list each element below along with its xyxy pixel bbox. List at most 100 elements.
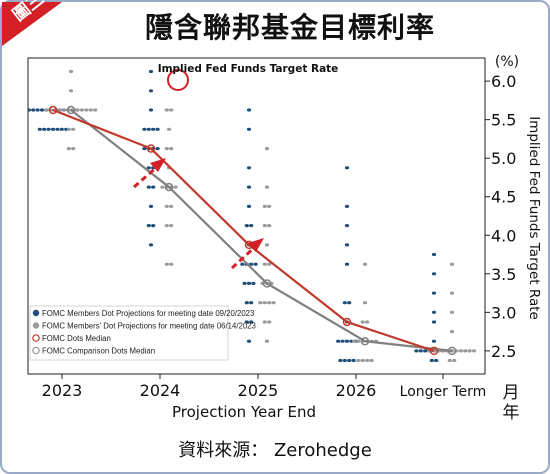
x-unit: 月年 [503, 383, 520, 423]
dot-sep-2023 [244, 301, 249, 305]
legend-entry: FOMC Dots Median [42, 334, 111, 343]
dot-sep-2023 [249, 320, 254, 324]
dot-jun-2023 [362, 262, 368, 266]
legend-marker [32, 309, 40, 317]
y-axis-label: Implied Fed Funds Target Rate [526, 116, 542, 320]
dot-jun-2023 [267, 320, 272, 324]
dot-jun-2023 [164, 147, 169, 151]
dot-sep-2023 [342, 358, 347, 363]
dot-jun-2023 [369, 358, 374, 363]
dot-jun-2023 [169, 204, 174, 208]
dot-jun-2023 [351, 339, 357, 343]
shift-arrowhead-2024 [150, 158, 166, 172]
legend-entry: FOMC Members' Dot Projections for meetin… [42, 322, 256, 331]
dot-sep-2023 [244, 320, 249, 324]
dot-jun-2023 [452, 358, 457, 363]
legend-entry: FOMC Comparison Dots Median [42, 347, 155, 356]
dot-sep-2023 [351, 358, 356, 363]
dot-jun-2023 [365, 358, 370, 363]
dot-sep-2023 [344, 243, 350, 247]
dot-jun-2023 [360, 320, 365, 324]
dot-jun-2023 [356, 339, 361, 343]
legend-marker [32, 346, 40, 355]
dot-sep-2023 [246, 108, 252, 112]
dot-jun-2023 [449, 310, 455, 314]
dot-sep-2023 [55, 127, 60, 131]
comparison-median-line [70, 109, 453, 352]
dot-jun-2023 [449, 262, 455, 266]
dot-jun-2023 [258, 301, 263, 305]
dot-jun-2023 [75, 108, 80, 112]
dot-sep-2023 [418, 349, 423, 353]
dot-jun-2023 [262, 262, 267, 266]
comparison-median-point [360, 336, 370, 346]
y-tick-label: 2.5 [491, 342, 516, 361]
dot-sep-2023 [148, 89, 154, 93]
dot-sep-2023 [240, 262, 245, 266]
dot-sep-2023 [142, 127, 147, 131]
dot-sep-2023 [246, 339, 252, 343]
dot-sep-2023 [429, 358, 434, 363]
comparison-median-point [447, 346, 457, 356]
dot-jun-2023 [84, 108, 89, 112]
dot-jun-2023 [164, 108, 169, 112]
y-tick-label: 5.5 [491, 111, 516, 130]
dot-jun-2023 [365, 320, 370, 324]
dot-jun-2023 [467, 349, 472, 353]
dot-sep-2023 [431, 272, 437, 276]
y-unit: (%) [495, 54, 519, 70]
dot-jun-2023 [173, 185, 178, 189]
dot-sep-2023 [146, 224, 151, 228]
dot-sep-2023 [35, 108, 40, 112]
dot-jun-2023 [262, 224, 267, 228]
dot-sep-2023 [344, 166, 350, 170]
dot-jun-2023 [264, 339, 270, 343]
x-tick-label: 2025 [238, 381, 279, 400]
dot-sep-2023 [246, 281, 252, 285]
y-tick-label: 4.0 [491, 226, 516, 245]
dot-jun-2023 [463, 349, 468, 353]
dot-sep-2023 [434, 358, 439, 363]
dot-jun-2023 [88, 108, 93, 112]
dot-sep-2023 [414, 349, 419, 353]
dot-jun-2023 [71, 147, 76, 151]
dot-sep-2023 [347, 301, 352, 305]
dot-sep-2023 [148, 108, 154, 112]
dot-sep-2023 [423, 349, 428, 353]
dot-jun-2023 [71, 127, 76, 131]
dot-sep-2023 [347, 358, 352, 363]
dot-sep-2023 [151, 185, 156, 189]
dot-jun-2023 [264, 147, 270, 151]
dot-sep-2023 [242, 281, 247, 285]
dot-jun-2023 [169, 108, 174, 112]
legend-marker [32, 334, 40, 342]
dot-jun-2023 [447, 358, 452, 363]
y-tick-label: 3.5 [491, 265, 516, 284]
current-median-point [342, 317, 352, 327]
dot-sep-2023 [42, 127, 47, 131]
dot-jun-2023 [169, 224, 174, 228]
dot-jun-2023 [169, 147, 174, 151]
dot-sep-2023 [251, 281, 256, 285]
current-median-point [146, 144, 156, 153]
dot-jun-2023 [264, 243, 270, 247]
dot-jun-2023 [262, 320, 267, 324]
dot-sep-2023 [37, 127, 42, 131]
chart-title: Implied Fed Funds Target Rate [158, 63, 339, 75]
dot-sep-2023 [151, 224, 156, 228]
source-note: 資料來源： Zerohedge [178, 440, 372, 461]
dot-jun-2023 [164, 262, 169, 266]
dot-sep-2023 [155, 127, 160, 131]
y-tick-label: 4.5 [491, 188, 516, 207]
dot-sep-2023 [431, 320, 437, 324]
shift-arrow-2025 [230, 244, 258, 270]
current-median-point [429, 346, 439, 356]
dot-jun-2023 [164, 204, 169, 208]
highlight-circle [167, 69, 189, 91]
dot-sep-2023 [342, 301, 347, 305]
dot-jun-2023 [449, 291, 455, 295]
current-median-line [52, 109, 435, 352]
dot-sep-2023 [246, 204, 252, 208]
comparison-median-point [262, 279, 272, 288]
